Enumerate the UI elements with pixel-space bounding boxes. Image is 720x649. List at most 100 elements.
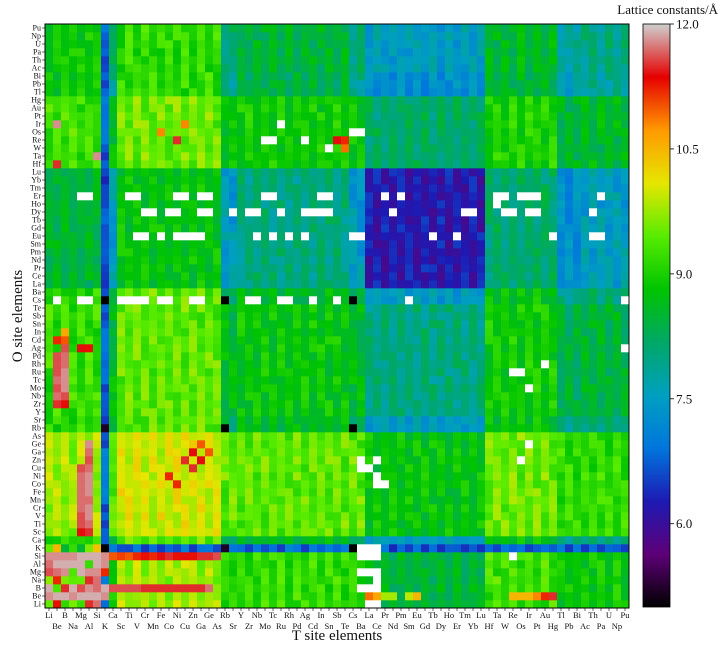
heatmap-cell	[533, 144, 542, 153]
heatmap-cell	[421, 312, 430, 321]
heatmap-cell	[381, 496, 390, 505]
heatmap-cell	[253, 192, 262, 201]
heatmap-cell	[309, 432, 318, 441]
heatmap-cell	[533, 512, 542, 521]
heatmap-cell	[69, 136, 78, 145]
heatmap-cell	[237, 232, 246, 241]
heatmap-cell	[597, 416, 606, 425]
heatmap-cell	[405, 424, 414, 433]
heatmap-cell	[525, 448, 534, 457]
heatmap-cell	[53, 568, 62, 577]
heatmap-cell	[285, 456, 294, 465]
heatmap-cell	[205, 448, 214, 457]
heatmap-cell	[269, 344, 278, 353]
heatmap-cell	[141, 288, 150, 297]
heatmap-cell	[549, 400, 558, 409]
heatmap-cell	[549, 456, 558, 465]
heatmap-cell	[365, 200, 374, 209]
heatmap-cell	[157, 288, 166, 297]
heatmap-cell	[509, 512, 518, 521]
heatmap-cell	[405, 256, 414, 265]
heatmap-cell	[229, 600, 238, 609]
heatmap-cell	[373, 128, 382, 137]
heatmap-cell	[53, 176, 62, 185]
heatmap-cell	[413, 192, 422, 201]
heatmap-cell	[61, 488, 70, 497]
heatmap-cell	[61, 536, 70, 545]
heatmap-cell	[181, 280, 190, 289]
heatmap-cell	[517, 576, 526, 585]
heatmap-cell	[237, 144, 246, 153]
heatmap-cell	[101, 568, 110, 577]
heatmap-cell	[149, 456, 158, 465]
heatmap-cell	[285, 536, 294, 545]
heatmap-cell	[69, 256, 78, 265]
heatmap-cell	[69, 384, 78, 393]
heatmap-cell	[221, 192, 230, 201]
heatmap-cell	[181, 184, 190, 193]
heatmap-cell	[229, 56, 238, 65]
heatmap-cell	[493, 360, 502, 369]
heatmap-cell	[165, 128, 174, 137]
heatmap-cell	[341, 560, 350, 569]
heatmap-cell	[381, 128, 390, 137]
heatmap-cell	[157, 128, 166, 137]
heatmap-cell	[149, 568, 158, 577]
heatmap-cell	[453, 120, 462, 129]
heatmap-cell	[277, 600, 286, 609]
heatmap-cell	[269, 504, 278, 513]
heatmap-cell	[77, 480, 86, 489]
heatmap-cell	[277, 416, 286, 425]
heatmap-cell	[469, 264, 478, 273]
heatmap-cell	[253, 312, 262, 321]
heatmap-cell	[149, 336, 158, 345]
heatmap-cell	[493, 136, 502, 145]
heatmap-cell	[117, 448, 126, 457]
heatmap-cell	[341, 520, 350, 529]
heatmap-cell	[93, 240, 102, 249]
heatmap-cell	[389, 544, 398, 553]
heatmap-cell	[533, 488, 542, 497]
heatmap-cell	[357, 440, 366, 449]
heatmap-cell	[477, 512, 486, 521]
heatmap-cell	[269, 528, 278, 537]
heatmap-cell	[565, 344, 574, 353]
heatmap-cell	[397, 464, 406, 473]
heatmap-cell	[93, 328, 102, 337]
heatmap-cell	[381, 144, 390, 153]
heatmap-cell	[45, 80, 54, 89]
heatmap-cell	[213, 264, 222, 273]
heatmap-cell	[165, 416, 174, 425]
heatmap-cell	[621, 168, 630, 177]
heatmap-cell	[389, 112, 398, 121]
heatmap-cell	[197, 512, 206, 521]
heatmap-cell	[85, 400, 94, 409]
heatmap-cell	[197, 376, 206, 385]
heatmap-cell	[469, 184, 478, 193]
heatmap-cell	[437, 552, 446, 561]
heatmap-cell	[429, 432, 438, 441]
heatmap-cell	[613, 80, 622, 89]
heatmap-cell	[549, 368, 558, 377]
heatmap-cell	[157, 72, 166, 81]
heatmap-cell	[53, 120, 62, 129]
heatmap-cell	[365, 560, 374, 569]
heatmap-cell	[421, 408, 430, 417]
heatmap-cell	[245, 288, 254, 297]
heatmap-cell	[517, 528, 526, 537]
heatmap-cell	[245, 296, 254, 305]
heatmap-cell	[565, 376, 574, 385]
heatmap-cell	[501, 224, 510, 233]
heatmap-cell	[149, 184, 158, 193]
heatmap-cell	[189, 568, 198, 577]
heatmap-cell	[341, 432, 350, 441]
heatmap-cell	[309, 64, 318, 73]
heatmap-cell	[101, 448, 110, 457]
heatmap-cell	[69, 328, 78, 337]
heatmap-cell	[469, 600, 478, 609]
heatmap-cell	[621, 336, 630, 345]
heatmap-cell	[125, 592, 134, 601]
heatmap-cell	[485, 488, 494, 497]
heatmap-cell	[397, 168, 406, 177]
heatmap-cell	[245, 464, 254, 473]
